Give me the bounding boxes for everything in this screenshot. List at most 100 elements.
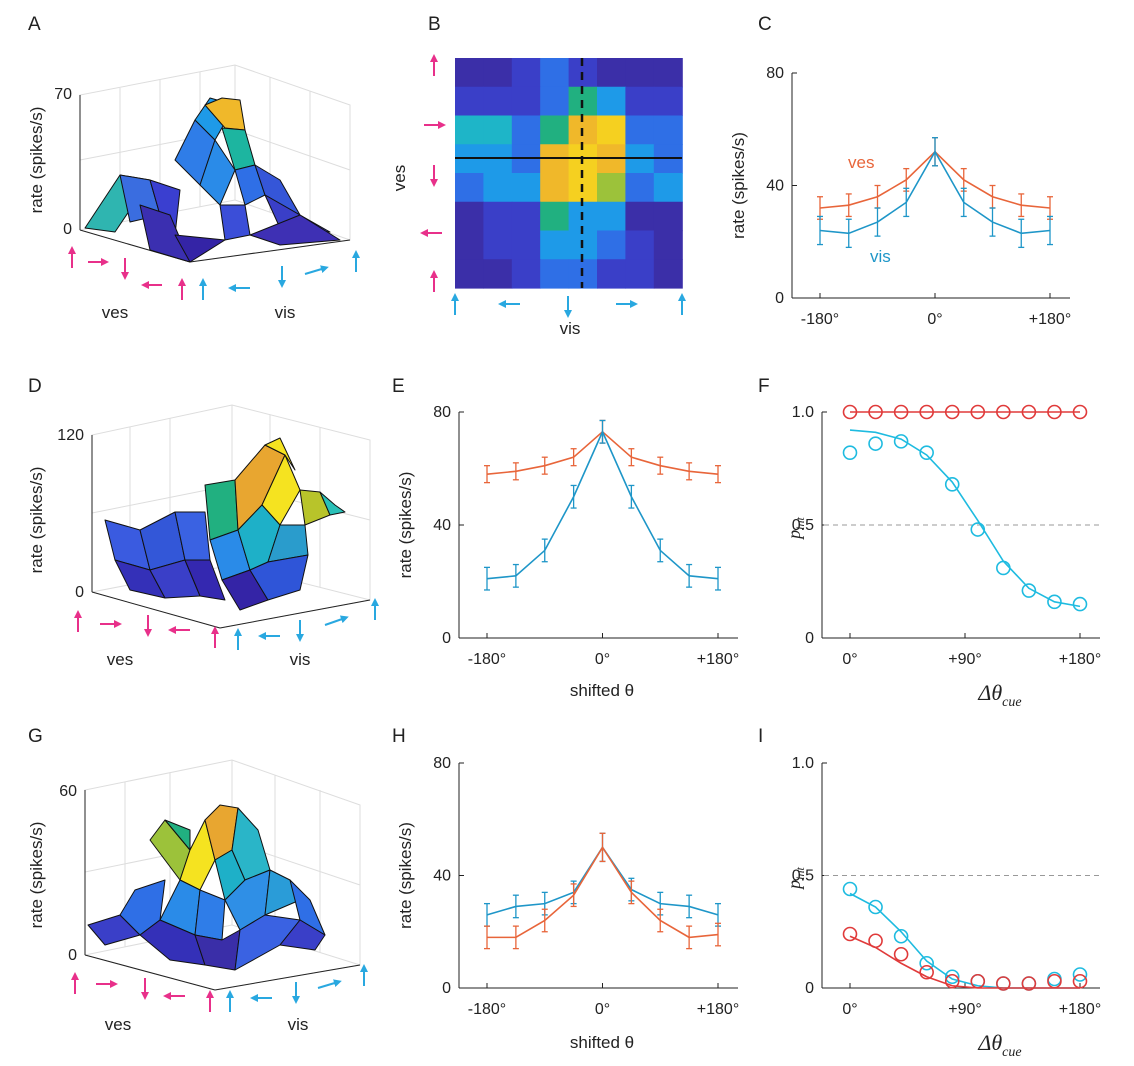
heatmap-b-cell	[511, 230, 541, 260]
chart-i-point-vestibular-visual	[1047, 973, 1062, 989]
surface-g-xlabel: ves	[105, 1015, 131, 1034]
heatmap-b-cell	[653, 173, 683, 203]
heatmap-b-cell	[540, 58, 570, 88]
surface-d	[104, 437, 346, 611]
chart-i-point-vestibular-visual	[1072, 973, 1088, 989]
heatmap-b-cell	[597, 58, 626, 88]
chart-i-point-vestibular-visual	[996, 976, 1011, 991]
chart-i-xtick: +180°	[1059, 1001, 1101, 1018]
panel-a: A 70 0 rate (spikes/s)	[27, 14, 360, 322]
chart-i-point-visual-only	[944, 969, 960, 985]
chart-f-fit-visual-only	[849, 429, 1081, 608]
surface-d-ves-arrows	[74, 610, 219, 648]
chart-h: 0 40 80 -180° 0° +180° rate (spikes/s)	[396, 755, 739, 1018]
surface-g-zbottom: 0	[68, 947, 77, 964]
chart-e-xtick: 0°	[595, 651, 610, 668]
chart-f-point-visual-only	[868, 436, 883, 451]
chart-i-point-vestibular-visual	[868, 933, 883, 949]
surface-d-xaxis	[91, 591, 221, 629]
heatmap-b-cell	[540, 173, 570, 203]
chart-i-point-visual-only	[893, 928, 909, 944]
surface-d-ztop: 120	[57, 427, 84, 444]
surface-d-ylabel: vis	[290, 650, 311, 669]
chart-e-xlabel: shifted θ	[570, 681, 634, 700]
heatmap-b-cell	[511, 259, 541, 289]
chart-i-xtick: +90°	[948, 1001, 982, 1018]
chart-e-ytick: 40	[433, 517, 451, 534]
chart-f-point-vestibular-visual	[868, 404, 883, 420]
heatmap-b-ylabel: ves	[390, 165, 409, 191]
heatmap-b-cell	[653, 201, 683, 232]
chart-i-ytick: 1.0	[792, 755, 814, 772]
chart-f-ytick: 0	[805, 630, 814, 647]
chart-e: 0 40 80 -180° 0° +180° rate (spikes/s)	[396, 404, 739, 668]
chart-i-fit-vestibular-visual	[849, 935, 1080, 989]
chart-i-xlabel: Δθcue	[977, 1030, 1021, 1060]
chart-e-ytick: 80	[433, 404, 451, 421]
panel-label-a: A	[28, 14, 41, 35]
surface-a-zlabel: rate (spikes/s)	[27, 107, 46, 214]
surface-d-yaxis	[219, 599, 371, 629]
heatmap-b-cell	[540, 201, 570, 232]
chart-f-point-vestibular-visual	[1021, 404, 1037, 420]
surface-d-vis-arrows	[234, 598, 379, 650]
panel-label-b: B	[428, 14, 441, 35]
heatmap-b-cell	[653, 259, 683, 289]
heatmap-b-cell	[625, 58, 655, 88]
heatmap-b-cell	[653, 115, 683, 145]
heatmap-b-cell	[540, 115, 570, 145]
heatmap-b-cell	[483, 86, 513, 117]
heatmap-b-cell	[483, 173, 513, 203]
surface-g-vis-arrows	[226, 964, 368, 1012]
chart-f-point-visual-only	[842, 445, 858, 460]
chart-e-ylabel: rate (spikes/s)	[396, 472, 415, 579]
surface-d-zlabel: rate (spikes/s)	[27, 467, 46, 574]
heatmap-b-cell	[597, 230, 626, 260]
chart-f-point-vestibular-visual	[1047, 404, 1062, 420]
surface-g-ztop: 60	[59, 783, 77, 800]
heatmap-b-cell	[483, 230, 513, 260]
surface-g	[87, 804, 326, 971]
heatmap-b-ves-arrows	[420, 54, 446, 292]
surface-a-ves-arrows	[68, 246, 186, 300]
heatmap-b-cell	[597, 86, 626, 117]
surface-a-vis-arrows	[199, 250, 360, 300]
panel-label-f: F	[758, 376, 770, 397]
chart-i: 0 0.5 1.0 0° +90° +180°	[792, 755, 1101, 1018]
panel-label-d: D	[28, 376, 42, 397]
surface-a-yaxis	[189, 239, 351, 263]
surface-g-yaxis	[214, 964, 361, 991]
chart-f-point-visual-only	[970, 522, 986, 537]
chart-f-point-visual-only	[1021, 583, 1037, 598]
chart-h-ytick: 40	[433, 868, 451, 885]
panel-g: G 60 0 rate (spikes/s)	[27, 726, 368, 1034]
heatmap-b-cell	[511, 58, 541, 88]
chart-h-xlabel: shifted θ	[570, 1033, 634, 1052]
surface-g-ylabel: vis	[288, 1015, 309, 1034]
heatmap-b-cell	[597, 259, 626, 289]
chart-i-point-vestibular-visual	[919, 964, 934, 980]
heatmap-b-cell	[483, 259, 513, 289]
heatmap-b-cell	[625, 230, 655, 260]
surface-d-zbottom: 0	[75, 584, 84, 601]
chart-f-ytick: 1.0	[792, 404, 814, 421]
chart-c-label-vis: vis	[870, 247, 891, 266]
chart-i-point-vestibular-visual	[944, 973, 960, 989]
chart-i-point-vestibular-visual	[893, 946, 909, 962]
panel-label-h: H	[392, 726, 406, 747]
surface-a-zbottom: 0	[63, 221, 72, 238]
heatmap-b-cell	[625, 86, 655, 117]
chart-f-point-visual-only	[996, 560, 1011, 576]
panel-b: B ves vis	[390, 14, 686, 338]
heatmap-b-cell	[597, 201, 626, 232]
heatmap-b-vis-arrows	[451, 293, 686, 318]
chart-c-xtick: +180°	[1029, 311, 1071, 328]
chart-f-point-vestibular-visual	[944, 404, 960, 420]
heatmap-b-cell	[455, 201, 484, 232]
chart-f-point-visual-only	[1047, 594, 1062, 610]
heatmap-b-cell	[511, 173, 541, 203]
surface-g-ves-arrows	[71, 972, 214, 1012]
heatmap-b-cell	[625, 173, 655, 203]
heatmap-b-xlabel: vis	[560, 319, 581, 338]
